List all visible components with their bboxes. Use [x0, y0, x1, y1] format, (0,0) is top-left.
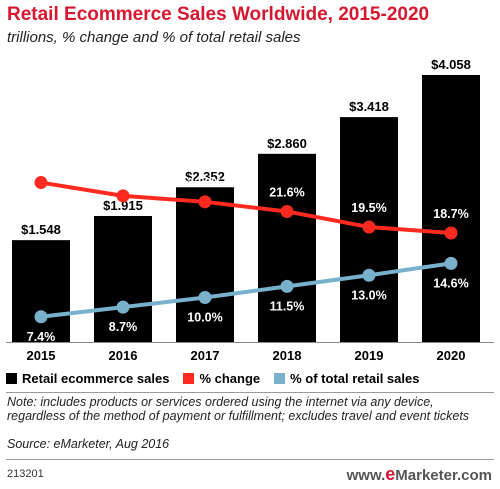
bar-value-label-2020: $4.058 [431, 57, 471, 72]
point-share-2016 [116, 300, 130, 314]
legend-label-sales: Retail ecommerce sales [22, 371, 170, 386]
x-tick-label-2019: 2019 [355, 348, 384, 363]
chart-id: 213201 [7, 468, 44, 480]
line-share [40, 261, 452, 319]
point-label-change-2016: 23.7% [105, 170, 140, 184]
point-label-share-2016: 8.7% [109, 320, 138, 334]
point-share-2019 [362, 268, 376, 282]
point-label-share-2017: 10.0% [187, 311, 222, 325]
legend-swatch-sales [6, 373, 17, 384]
point-share-2018 [280, 279, 294, 293]
point-label-share-2015: 7.4% [27, 330, 56, 344]
x-tick-label-2018: 2018 [273, 348, 302, 363]
point-label-share-2020: 14.6% [433, 276, 468, 290]
point-label-share-2019: 13.0% [351, 288, 386, 302]
bar-value-label-2018: $2.860 [267, 136, 307, 151]
bar-2015 [12, 240, 70, 342]
bar-2016 [94, 216, 152, 342]
bar-value-label-2017: $2.352 [185, 169, 225, 184]
point-label-share-2018: 11.5% [270, 299, 305, 313]
point-label-change-2019: 19.5% [351, 201, 386, 215]
legend-label-share: % of total retail sales [290, 371, 420, 386]
brand-rest: Marketer.com [395, 467, 492, 484]
legend-item-change: % change [183, 371, 260, 386]
bar-value-label-2015: $1.548 [21, 222, 61, 237]
legend-swatch-change [183, 373, 195, 384]
point-share-2020 [444, 256, 458, 270]
brand-e: e [385, 464, 396, 484]
divider-bottom [6, 459, 494, 460]
x-tick-label-2016: 2016 [109, 348, 138, 363]
bar-2017 [176, 187, 234, 342]
point-label-change-2020: 18.7% [433, 207, 468, 221]
chart-legend: Retail ecommerce sales % change % of tot… [6, 371, 496, 386]
point-change-2015 [34, 176, 48, 190]
point-share-2015 [34, 310, 48, 324]
point-label-change-2015: 25.5% [23, 157, 58, 171]
bar-value-label-2019: $3.418 [349, 99, 389, 114]
source-line: Source: eMarketer, Aug 2016 [7, 437, 170, 451]
point-label-change-2017: 22.9% [187, 176, 222, 190]
point-change-2017 [198, 195, 212, 209]
legend-item-share: % of total retail sales [274, 371, 419, 386]
x-tick-label-2017: 2017 [191, 348, 220, 363]
legend-item-sales: Retail ecommerce sales [6, 371, 169, 386]
legend-label-change: % change [199, 371, 261, 386]
point-label-change-2018: 21.6% [269, 185, 304, 199]
bar-2020 [422, 75, 480, 342]
chart-title: Retail Ecommerce Sales Worldwide, 2015-2… [7, 4, 430, 25]
divider-top [6, 392, 494, 393]
combo-chart: $1.548 2015 $1.915 2016 $2.352 2017 $2.860 2018… [6, 57, 494, 363]
bar-2018 [258, 153, 316, 342]
point-change-2020 [444, 226, 458, 240]
legend-swatch-share [274, 373, 286, 384]
point-change-2019 [362, 220, 376, 234]
chart-subtitle: trillions, % change and % of total retai… [7, 29, 301, 46]
x-tick-label-2015: 2015 [27, 348, 56, 363]
footnote: Note: includes products or services orde… [7, 395, 470, 423]
x-tick-label-2020: 2020 [437, 348, 466, 363]
brand-logo[interactable]: www.eMarketer.com [347, 464, 492, 485]
point-change-2018 [280, 204, 294, 218]
point-change-2016 [116, 189, 130, 203]
brand-prefix: www. [346, 467, 386, 484]
point-share-2017 [198, 291, 212, 304]
bar-value-label-2016: $1.915 [103, 198, 143, 213]
line-change [40, 180, 452, 235]
